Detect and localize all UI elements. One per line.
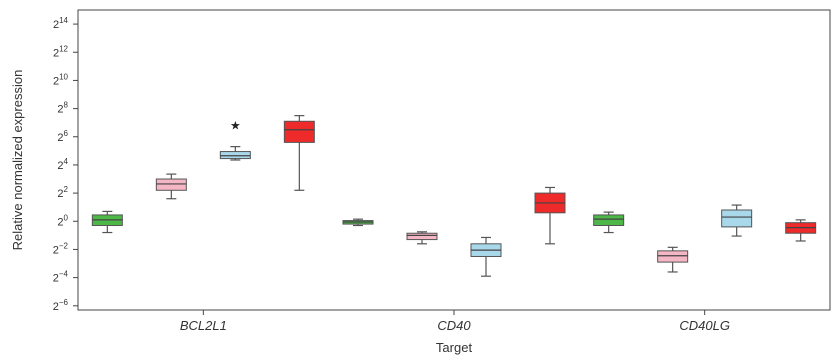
boxes-layer: ★ [91, 115, 817, 277]
y-tick-base: 2 [57, 188, 63, 200]
y-tick-exponent: 10 [59, 72, 68, 81]
outlier-marker: ★ [230, 118, 241, 132]
box-iqr [593, 214, 625, 226]
box-iqr [406, 232, 438, 241]
y-tick-exponent: 6 [64, 129, 69, 138]
box-3-2 [657, 246, 689, 273]
x-tick-label: CD40LG [679, 318, 730, 333]
y-tick-base: 2 [53, 273, 59, 285]
y-tick-label: 2−4 [53, 270, 69, 285]
box-3-1 [593, 211, 625, 234]
y-tick-base: 2 [53, 47, 59, 59]
box-1-1 [91, 210, 123, 234]
y-tick-exponent: 0 [64, 213, 69, 222]
y-tick-label: 24 [57, 157, 68, 172]
y-tick-exponent: −6 [59, 298, 69, 307]
y-tick-base: 2 [57, 160, 63, 172]
y-tick-exponent: −2 [59, 241, 69, 250]
y-tick-base: 2 [53, 19, 59, 31]
box-iqr [219, 151, 251, 160]
y-tick-base: 2 [57, 132, 63, 144]
y-tick-base: 2 [57, 216, 63, 228]
box-2-3 [470, 236, 502, 277]
y-axis-title: Relative normalized expression [10, 70, 25, 251]
box-iqr [155, 178, 187, 191]
y-tick-exponent: 4 [64, 157, 69, 166]
box-3-4 [785, 219, 817, 242]
box-iqr [657, 250, 689, 263]
box-2-2 [406, 231, 438, 245]
y-tick-exponent: −4 [59, 270, 69, 279]
box-iqr [721, 209, 753, 228]
box-iqr [283, 120, 315, 143]
box-1-4 [283, 115, 315, 191]
plot-area-frame [77, 9, 831, 311]
x-tick-label: CD40 [437, 318, 471, 333]
y-tick-label: 20 [57, 213, 68, 228]
x-tick-label: BCL2L1 [180, 318, 227, 333]
y-tick-exponent: 8 [64, 101, 69, 110]
y-tick-label: 2−2 [53, 241, 69, 256]
y-tick-label: 28 [57, 101, 68, 116]
x-axis-title: Target [436, 340, 473, 355]
box-2-4 [534, 186, 566, 245]
y-tick-base: 2 [53, 301, 59, 313]
y-tick-exponent: 2 [64, 185, 69, 194]
y-tick-label: 212 [53, 44, 69, 59]
x-axis: BCL2L1 CD40 CD40LG [180, 310, 730, 333]
box-1-2 [155, 173, 187, 200]
y-tick-base: 2 [57, 104, 63, 116]
y-tick-label: 2−6 [53, 298, 69, 313]
y-tick-base: 2 [53, 244, 59, 256]
y-tick-base: 2 [53, 75, 59, 87]
y-tick-label: 214 [53, 16, 69, 31]
y-tick-label: 210 [53, 72, 69, 87]
box-2-1 [342, 218, 374, 227]
y-tick-label: 26 [57, 129, 68, 144]
y-tick-exponent: 12 [59, 44, 68, 53]
y-tick-label: 22 [57, 185, 68, 200]
box-1-3 [219, 146, 251, 161]
box-3-3 [721, 204, 753, 237]
y-tick-exponent: 14 [59, 16, 68, 25]
